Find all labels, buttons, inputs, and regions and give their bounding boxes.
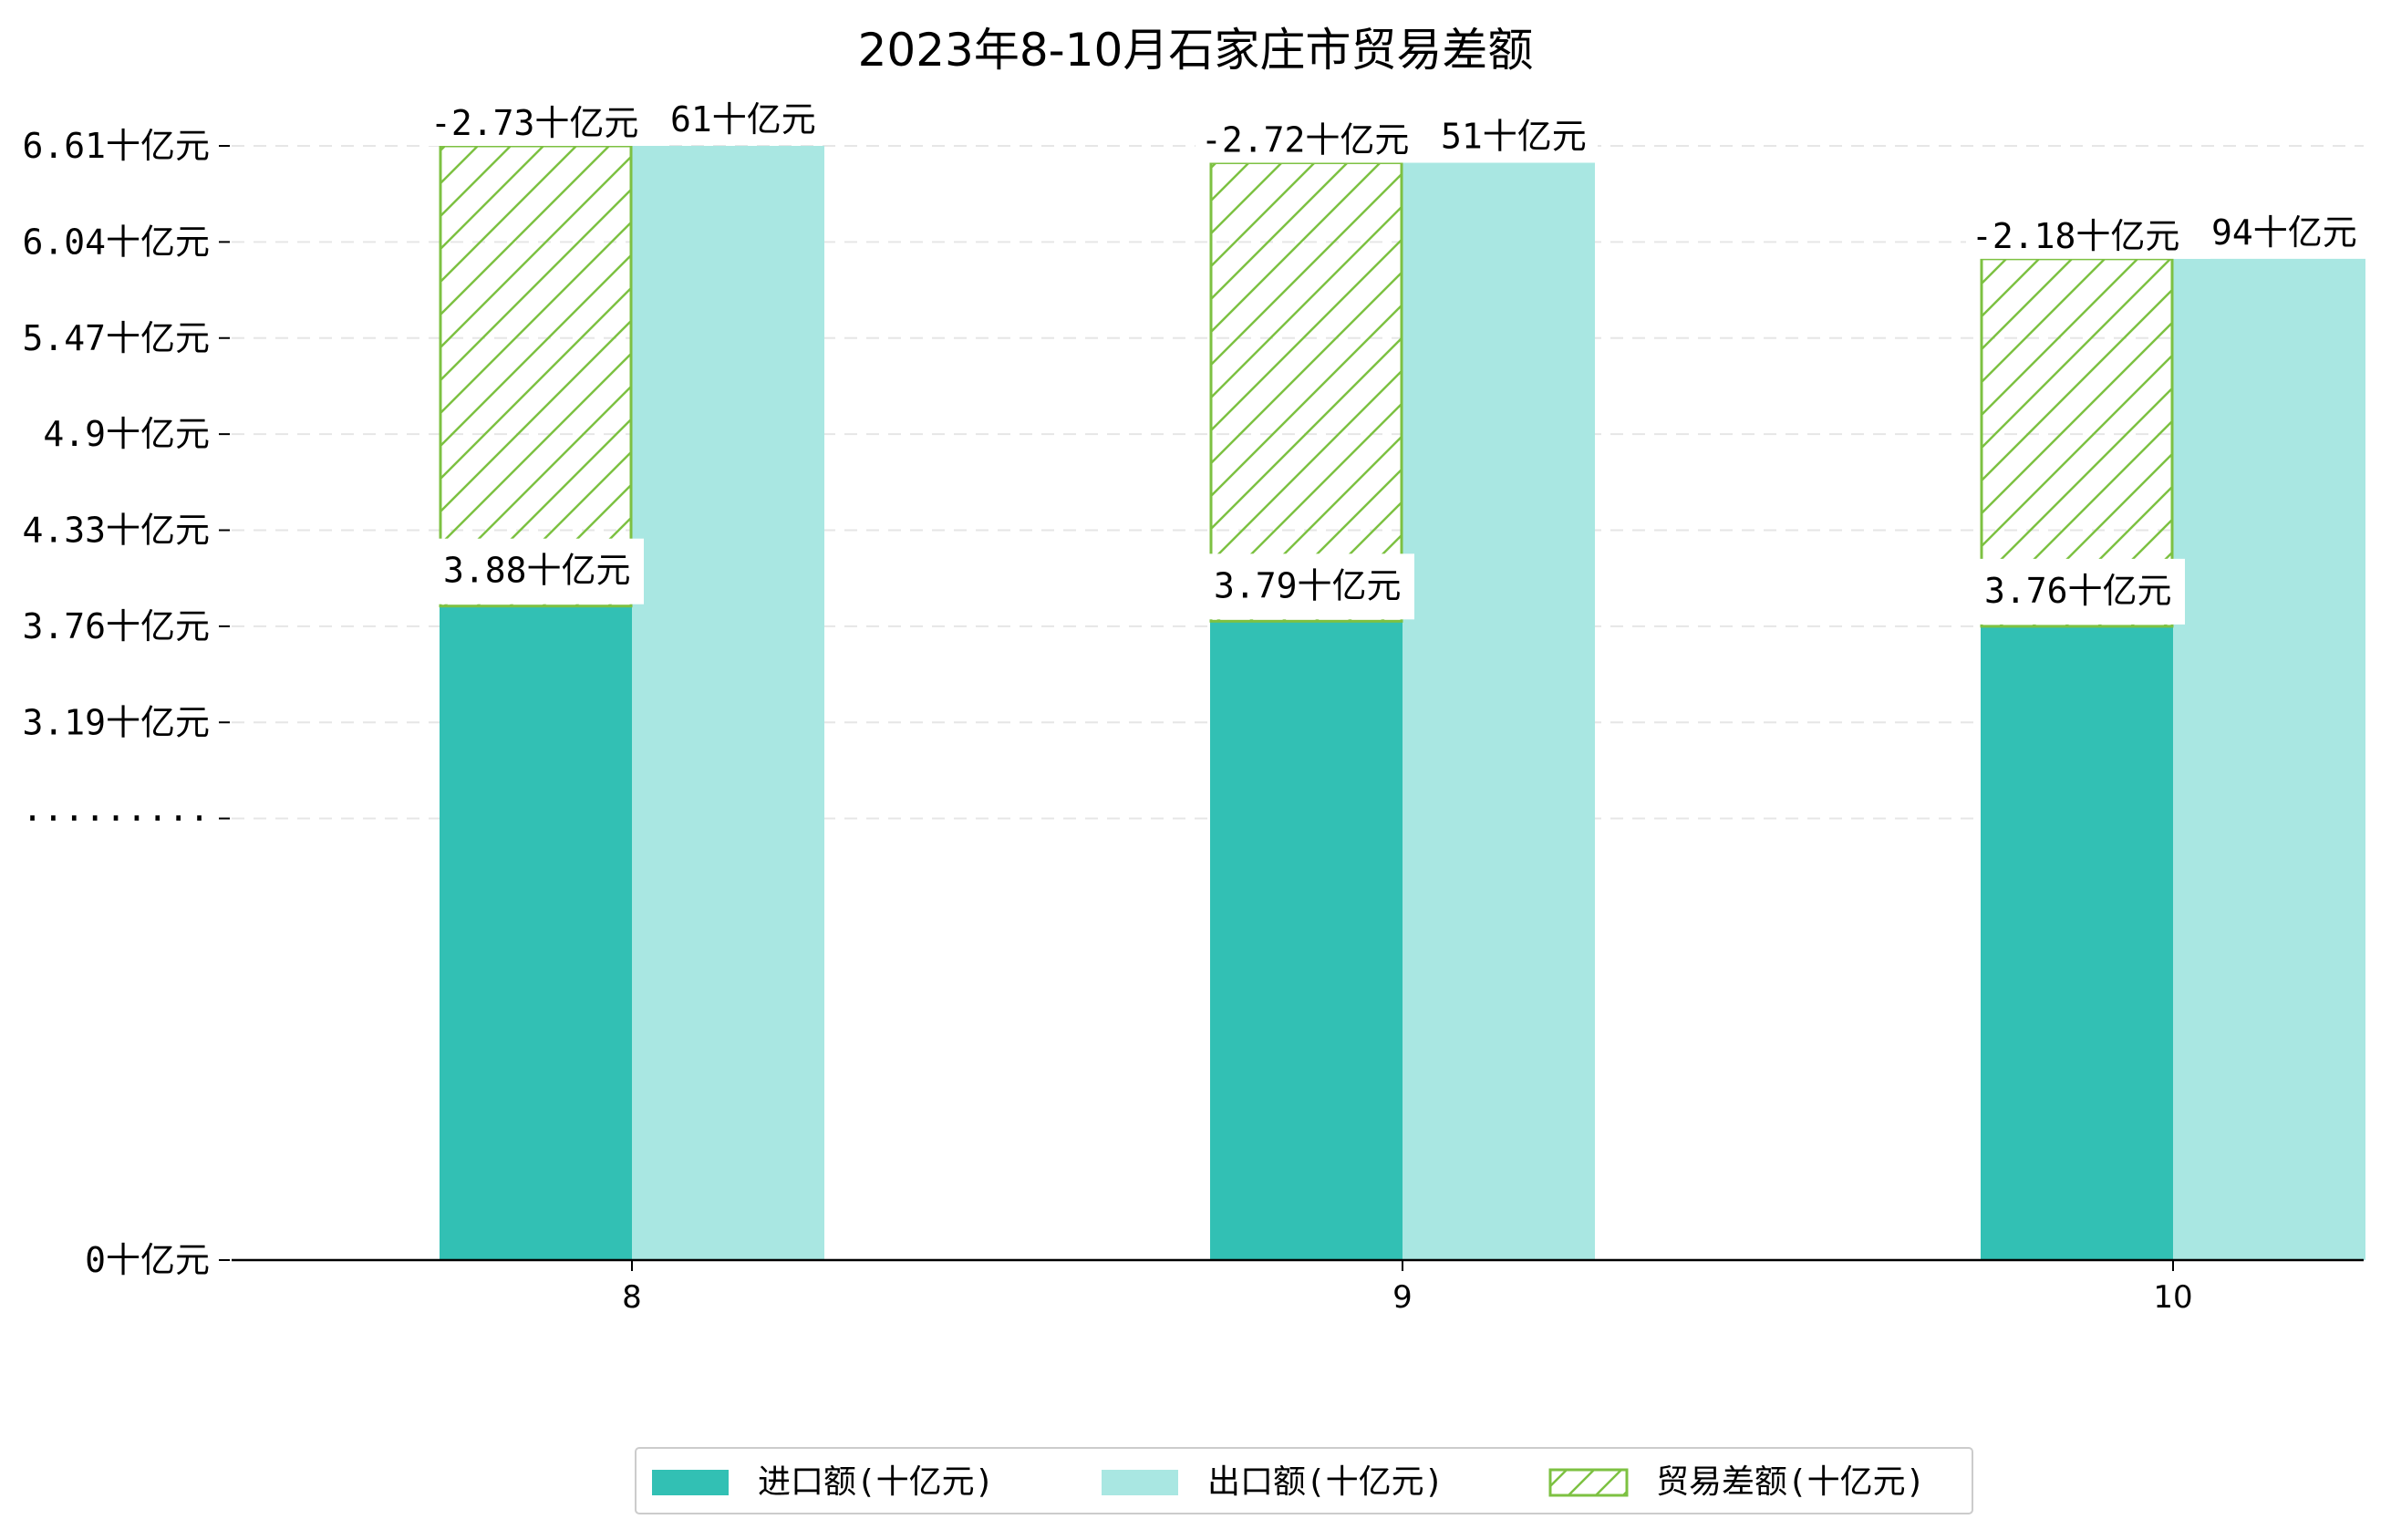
y-tick-label: 3.19十亿元 <box>22 702 210 742</box>
legend-swatch <box>1102 1470 1178 1495</box>
export-bar <box>1403 162 1595 1260</box>
legend-label: 贸易差额(十亿元) <box>1656 1463 1925 1501</box>
balance-label-bg <box>1196 115 1440 163</box>
import-bar <box>1210 621 1403 1260</box>
bars <box>439 144 2365 1261</box>
balance-bar <box>439 144 633 608</box>
y-tick-label: 4.9十亿元 <box>43 414 210 454</box>
import-label-bg <box>1205 553 1414 620</box>
export-value-label: 94十亿元 <box>2211 212 2357 253</box>
balance-label-bg <box>425 98 669 146</box>
import-bar <box>440 605 632 1260</box>
y-tick-label: 3.76十亿元 <box>22 606 210 646</box>
legend: 进口额(十亿元) 出口额(十亿元) 贸易差额(十亿元) <box>635 1447 1973 1514</box>
x-tick-label: 9 <box>1392 1279 1413 1316</box>
legend-box <box>635 1447 1973 1514</box>
balance-bar <box>1209 160 1403 623</box>
y-tick-label: 5.47十亿元 <box>22 318 210 358</box>
chart-title: 2023年8-10月石家庄市贸易差额 <box>858 24 1534 77</box>
export-label-bg <box>657 102 827 144</box>
import-label-bg <box>1975 558 2185 625</box>
balance-label-bg <box>1966 211 2210 259</box>
axes: 0十亿元 ········· 3.19十亿元 3.76十亿元 4.33十亿元 4.9十亿元… <box>22 126 2364 1316</box>
data-labels: 3.88十亿元 61十亿元 -2.73十亿元 3.79十亿元 51十亿元 -2.72十亿元… <box>425 98 2368 625</box>
import-bar <box>1981 625 2173 1260</box>
y-tick-label: 4.33十亿元 <box>22 511 210 551</box>
legend-label: 出口额(十亿元) <box>1207 1463 1444 1501</box>
import-value-label: 3.88十亿元 <box>443 551 631 591</box>
import-value-label: 3.79十亿元 <box>1214 565 1402 605</box>
balance-value-label: -2.73十亿元 <box>430 103 638 143</box>
y-tick-label: 6.04十亿元 <box>22 222 210 262</box>
export-bar <box>2173 258 2365 1261</box>
legend-swatch <box>1548 1468 1629 1497</box>
balance-value-label: -2.72十亿元 <box>1201 119 1409 160</box>
y-tick-label: ········· <box>22 799 210 839</box>
x-tick-label: 8 <box>622 1279 642 1316</box>
legend-label: 进口额(十亿元) <box>758 1463 994 1501</box>
x-tick-label: 10 <box>2153 1279 2192 1316</box>
export-value-label: 51十亿元 <box>1441 116 1587 156</box>
y-tick-label: 6.61十亿元 <box>22 126 210 166</box>
import-value-label: 3.76十亿元 <box>1984 571 2172 611</box>
balance-value-label: -2.18十亿元 <box>1972 216 2179 256</box>
export-label-bg <box>2199 214 2368 257</box>
import-label-bg <box>434 538 644 605</box>
y-tick-label: 0十亿元 <box>85 1240 210 1280</box>
export-value-label: 61十亿元 <box>670 99 816 140</box>
legend-swatch <box>652 1470 729 1495</box>
export-label-bg <box>1428 119 1598 161</box>
export-bar <box>632 146 824 1260</box>
